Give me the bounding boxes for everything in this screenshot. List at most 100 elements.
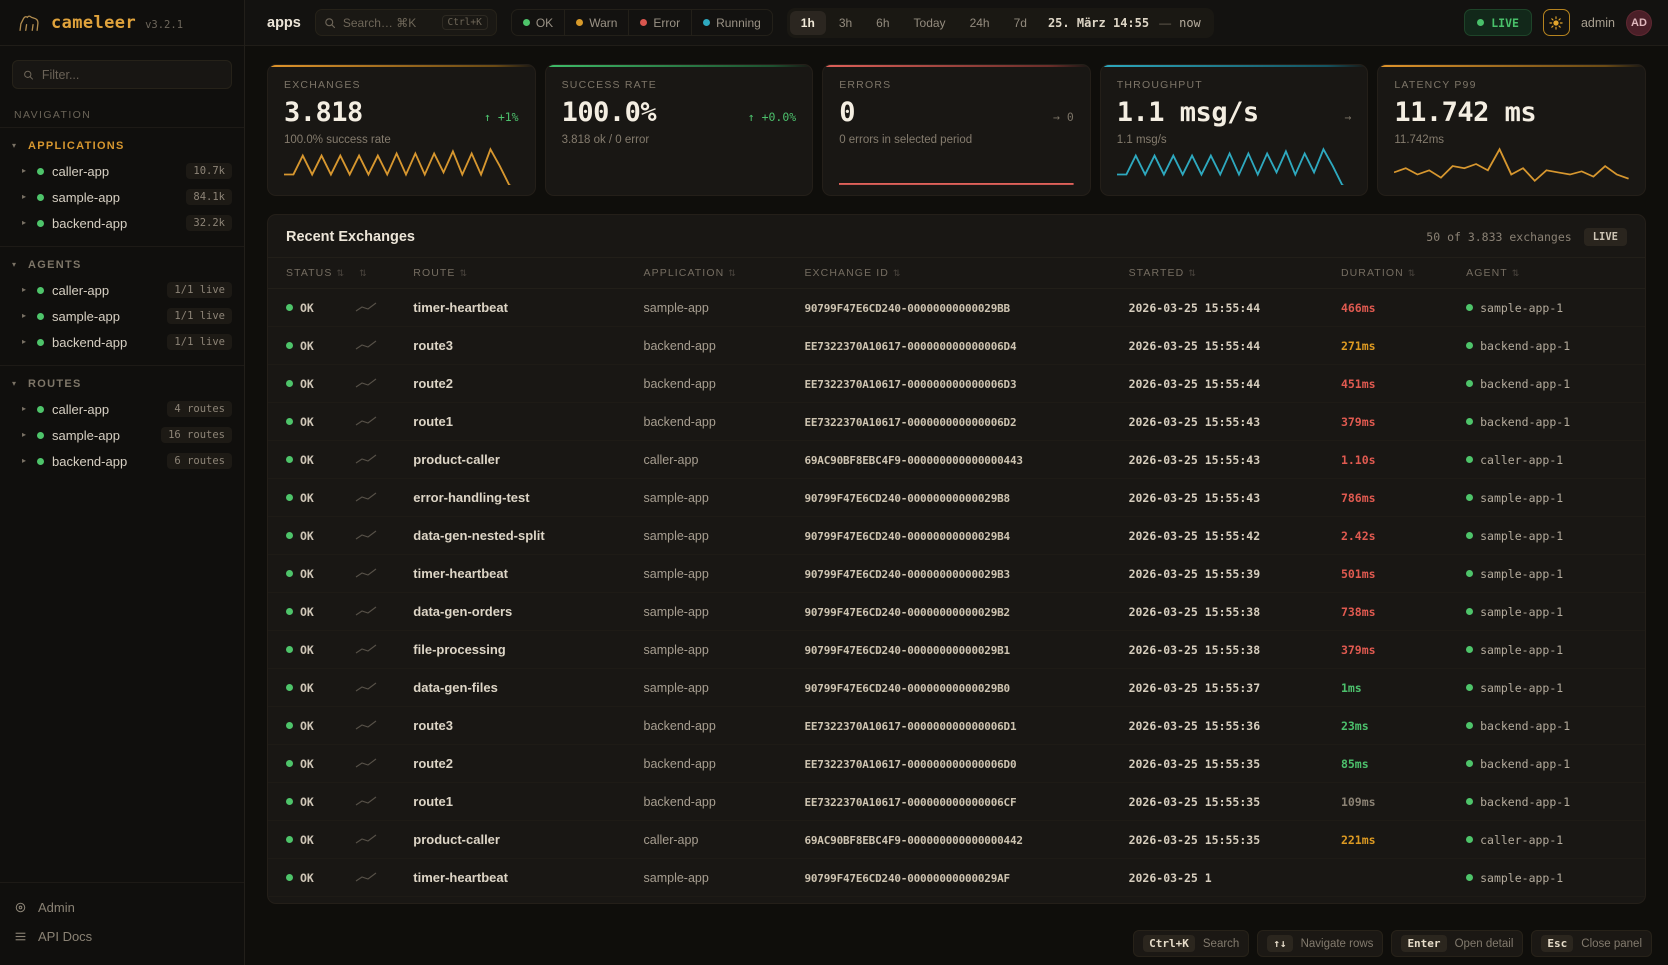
sidebar-item-app-sample[interactable]: ▸ sample-app 84.1k [0,184,244,210]
range-6h[interactable]: 6h [876,15,890,30]
column-header-status[interactable]: STATUS ⇅ [268,257,356,289]
sidebar-item-label: caller-app [52,163,110,179]
status-label: OK [300,642,314,657]
sidebar-item-app-backend[interactable]: ▸ backend-app 32.2k [0,210,244,236]
kpi-card-latency-p99[interactable]: LATENCY P99 11.742 ms 11.742ms [1377,64,1646,196]
table-row[interactable]: OK route1 backend-app EE7322370A10617-00000… [268,782,1645,821]
column-header-route[interactable]: ROUTE ⇅ [413,257,644,289]
table-row[interactable]: OK timer-heartbeat sample-app 90799F47E6CD2… [268,554,1645,593]
shortcut-search[interactable]: Ctrl+K Search [1133,930,1250,957]
shortcut-navigate[interactable]: ↑↓ Navigate rows [1257,930,1384,957]
table-row[interactable]: OK route2 backend-app EE7322370A10617-00000… [268,744,1645,783]
sidebar-item-routes-backend[interactable]: ▸ backend-app 6 routes [0,448,244,474]
status-badge: OK [286,377,355,391]
table-row[interactable]: OK route2 backend-app EE7322370A10617-00000… [268,364,1645,403]
shortcut-open-detail[interactable]: Enter Open detail [1391,930,1524,957]
group-header-routes[interactable]: ▾ ROUTES [0,372,244,396]
column-header-duration[interactable]: DURATION ⇅ [1340,257,1467,289]
status-filter-warn[interactable]: Warn [565,10,630,35]
sidebar-item-api-docs[interactable]: API Docs [0,922,244,951]
range-7d[interactable]: 7d [1013,15,1027,30]
user-name[interactable]: admin [1580,15,1615,30]
filter-box[interactable] [12,60,232,89]
kpi-value-row: 100.0% ↑ +0.0% [562,97,797,128]
live-toggle[interactable]: LIVE [1464,9,1532,36]
table-row[interactable]: OK error-handling-test sample-app 90799F47E… [268,478,1645,517]
table-row[interactable]: OK product-caller caller-app 69AC90BF8EBC4F… [268,820,1645,859]
exchange-id: 90799F47E6CD240-00000000000029B1 [804,643,1010,657]
status-dot-icon [286,380,293,387]
status-label: OK [300,718,314,733]
column-header-agent[interactable]: AGENT ⇅ [1466,257,1645,289]
range-24h[interactable]: 24h [969,15,990,30]
kpi-card-exchanges[interactable]: EXCHANGES 3.818 ↑ +1% 100.0% success rat… [267,64,536,196]
group-header-applications[interactable]: ▾ APPLICATIONS [0,134,244,158]
cell-application: backend-app [643,744,805,783]
sidebar-item-routes-caller[interactable]: ▸ caller-app 4 routes [0,396,244,422]
table-row[interactable]: OK data-gen-orders sample-app 90799F47E6CD2… [268,592,1645,631]
status-filter-error[interactable]: Error [629,10,693,35]
table-row[interactable]: OK data-gen-nested-split sample-app 90799F4… [268,516,1645,555]
kpi-subtitle: 3.818 ok / 0 error [561,134,650,146]
status-dot-error [640,19,648,26]
cell-status: OK [268,820,356,859]
row-spark-icon [355,758,377,767]
table-row[interactable]: OK timer-heartbeat sample-app 90799F47E6CD2… [268,858,1645,897]
search-input[interactable]: Search… ⌘K Ctrl+K [314,9,497,36]
status-filter-ok[interactable]: OK [512,10,566,35]
sort-icon: ⇅ [1511,268,1521,278]
range-1h[interactable]: 1h [789,10,826,35]
group-header-agents[interactable]: ▾ AGENTS [0,253,244,277]
cell-status: OK [268,288,356,327]
filter-input[interactable] [41,67,221,82]
column-header-started[interactable]: STARTED ⇅ [1128,257,1341,289]
shortcut-close-panel[interactable]: Esc Close panel [1531,930,1652,957]
table-row[interactable]: OK data-gen-files sample-app 90799F47E6CD24… [268,668,1645,707]
cell-started: 2026-03-25 15:55:43 [1128,440,1341,479]
exchange-id: 90799F47E6CD240-00000000000029B8 [804,491,1010,505]
sidebar-item-admin[interactable]: Admin [0,893,244,922]
agent-badge: backend-app-1 [1466,377,1645,391]
row-spark-icon [355,644,377,653]
table-row[interactable]: OK file-processing sample-app 90799F47E6CD2… [268,630,1645,669]
workspace-name[interactable]: apps [267,14,301,31]
group-label: AGENTS [28,259,82,271]
range-today[interactable]: Today [913,15,946,30]
table-live-badge[interactable]: LIVE [1583,228,1627,246]
cell-exchange-id: EE7322370A10617-000000000000006D4 [804,326,1129,365]
cell-exchange-id: 90799F47E6CD240-00000000000029B8 [804,478,1129,517]
search-icon [24,70,34,80]
sidebar-item-agent-caller[interactable]: ▸ caller-app 1/1 live [0,277,244,303]
range-dash: — [1159,15,1172,30]
table-row[interactable]: OK route3 backend-app EE7322370A10617-00000… [268,706,1645,745]
avatar[interactable]: AD [1626,9,1652,36]
sidebar-item-app-caller[interactable]: ▸ caller-app 10.7k [0,158,244,184]
theme-toggle-button[interactable] [1542,9,1570,36]
range-3h[interactable]: 3h [838,15,853,30]
table-row[interactable]: OK timer-heartbeat sample-app 90799F47E6CD2… [268,288,1645,327]
table-row[interactable]: OK route3 backend-app EE7322370A10617-00000… [268,326,1645,365]
column-header-spark[interactable]: ⇅ [355,257,414,289]
column-header-application[interactable]: APPLICATION ⇅ [643,257,805,289]
status-badge: OK [286,529,355,543]
cell-sparkline [355,630,414,669]
search-shortcut-badge: Ctrl+K [441,15,488,30]
sidebar-item-routes-sample[interactable]: ▸ sample-app 16 routes [0,422,244,448]
cell-agent: caller-app-1 [1466,820,1645,859]
table-row[interactable]: OK product-caller caller-app 69AC90BF8EBC4F… [268,440,1645,479]
chevron-right-icon: ▸ [22,430,27,439]
column-header-exchange-id[interactable]: EXCHANGE ID ⇅ [804,257,1129,289]
range-from-time[interactable]: 25. März 14:55 [1047,15,1150,30]
table-row[interactable]: OK route1 backend-app EE7322370A10617-00000… [268,402,1645,441]
kpi-card-success-rate[interactable]: SUCCESS RATE 100.0% ↑ +0.0% 3.818 ok / 0… [544,64,814,196]
agent-status-dot [1466,304,1474,311]
status-filter-running[interactable]: Running [692,10,772,35]
range-to-time[interactable]: now [1179,15,1201,30]
agent-status-dot [1466,798,1474,805]
kpi-card-throughput[interactable]: THROUGHPUT 1.1 msg/s → 1.1 msg/s [1099,64,1369,196]
sidebar-item-agent-sample[interactable]: ▸ sample-app 1/1 live [0,303,244,329]
brand[interactable]: cameleer v3.2.1 [0,0,244,46]
nav-section-title: NAVIGATION [14,109,92,121]
sidebar-item-agent-backend[interactable]: ▸ backend-app 1/1 live [0,329,244,355]
kpi-card-errors[interactable]: ERRORS 0 → 0 0 errors in selected period [822,64,1091,196]
